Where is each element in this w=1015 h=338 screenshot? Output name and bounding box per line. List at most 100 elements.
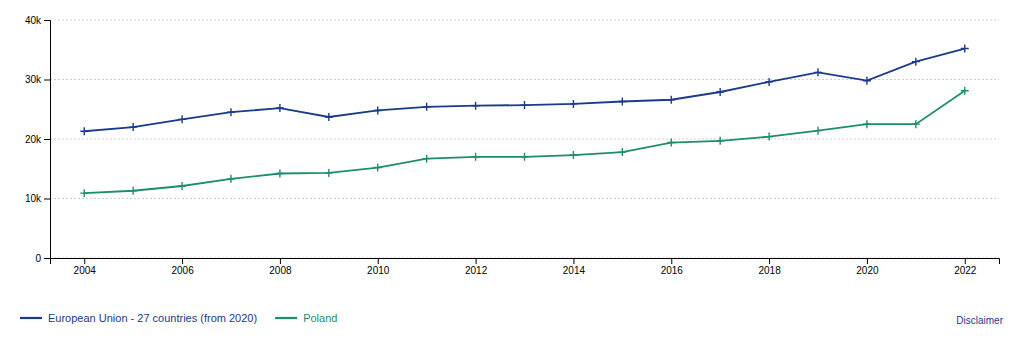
tick: 2020 [856,258,879,276]
tick-label: 2014 [563,265,586,276]
legend: European Union - 27 countries (from 2020… [20,312,337,324]
tick-mark [84,258,85,264]
marker [129,123,137,131]
marker [227,175,235,183]
marker [178,182,186,190]
marker [521,101,529,109]
legend-item: European Union - 27 countries (from 2020… [20,312,257,324]
tick: 10k [25,193,50,204]
tick-label: 0 [35,253,41,264]
plot: 0 10k 20k 30k 40k 2004 2006 2008 2010 2012 2014 201… [25,15,1000,276]
marker [716,137,724,145]
grid-line [50,20,999,21]
marker [80,189,88,197]
marker [276,170,284,178]
marker [961,45,969,53]
series [80,87,969,197]
tick: 2018 [758,258,781,276]
tick-mark [476,258,477,264]
tick: 40k [25,15,50,26]
marker [569,100,577,108]
tick: 2006 [171,258,194,276]
marker [374,164,382,172]
marker [276,104,284,112]
tick-mark [44,258,50,259]
tick-mark [965,258,966,264]
tick-label: 2016 [661,265,684,276]
tick-mark [769,258,770,264]
marker [765,78,773,86]
tick: 2012 [465,258,488,276]
tick: 0 [35,253,50,264]
tick-label: 20k [25,134,42,145]
tick: 2022 [954,258,977,276]
marker [863,77,871,85]
legend-item: Poland [275,312,337,324]
tick: 2014 [563,258,586,276]
marker [325,113,333,121]
marker [129,187,137,195]
tick-mark [378,258,379,264]
marker [912,120,920,128]
marker [814,68,822,76]
tick-mark [867,258,868,264]
tick-label: 30k [25,74,42,85]
marker [569,151,577,159]
marker [912,58,920,66]
tick-label: 2022 [954,265,977,276]
marker [765,133,773,141]
tick: 2008 [269,258,292,276]
tick-mark [44,20,50,21]
grid-line [50,139,999,140]
y-axis: 0 10k 20k 30k 40k [25,15,51,264]
tick-mark [671,258,672,264]
tick-mark [573,258,574,264]
chart: 0 10k 20k 30k 40k 2004 2006 2008 2010 2012 2014 201… [0,0,1015,338]
marker [227,108,235,116]
marker [814,127,822,135]
tick: 30k [25,74,50,85]
marker [618,148,626,156]
axis-line [51,259,1000,265]
tick: 20k [25,134,50,145]
marker [472,153,480,161]
tick-label: 2010 [367,265,390,276]
marker [716,88,724,96]
legend-label: Poland [303,312,337,324]
tick-label: 2004 [74,265,97,276]
annotation: Disclaimer [956,315,1003,326]
tick-label: 2020 [856,265,879,276]
tick-label: 40k [25,15,42,26]
marker [667,96,675,104]
tick-label: 2006 [171,265,194,276]
tick: 2010 [367,258,390,276]
series [80,45,969,136]
tick-mark [44,199,50,200]
tick: 2004 [74,258,97,276]
tick-label: 2018 [758,265,781,276]
x-axis: 2004 2006 2008 2010 2012 2014 2016 2018 2020 2022 [51,258,1000,276]
tick-mark [182,258,183,264]
legend-swatch [20,317,42,319]
marker [863,120,871,128]
marker [80,127,88,135]
tick-mark [280,258,281,264]
series-group [80,45,969,198]
marker [618,98,626,106]
grid-line [50,198,999,199]
tick-mark [44,80,50,81]
axis-line [44,21,51,259]
marker [521,153,529,161]
marker [423,155,431,163]
tick-mark [44,139,50,140]
marker [325,169,333,177]
marker [178,115,186,123]
tick-label: 2008 [269,265,292,276]
marker [667,139,675,147]
tick: 2016 [661,258,684,276]
marker [423,103,431,111]
legend-label: European Union - 27 countries (from 2020… [48,312,257,324]
legend-swatch [275,317,297,319]
marker [961,87,969,95]
tick-label: 10k [25,193,42,204]
